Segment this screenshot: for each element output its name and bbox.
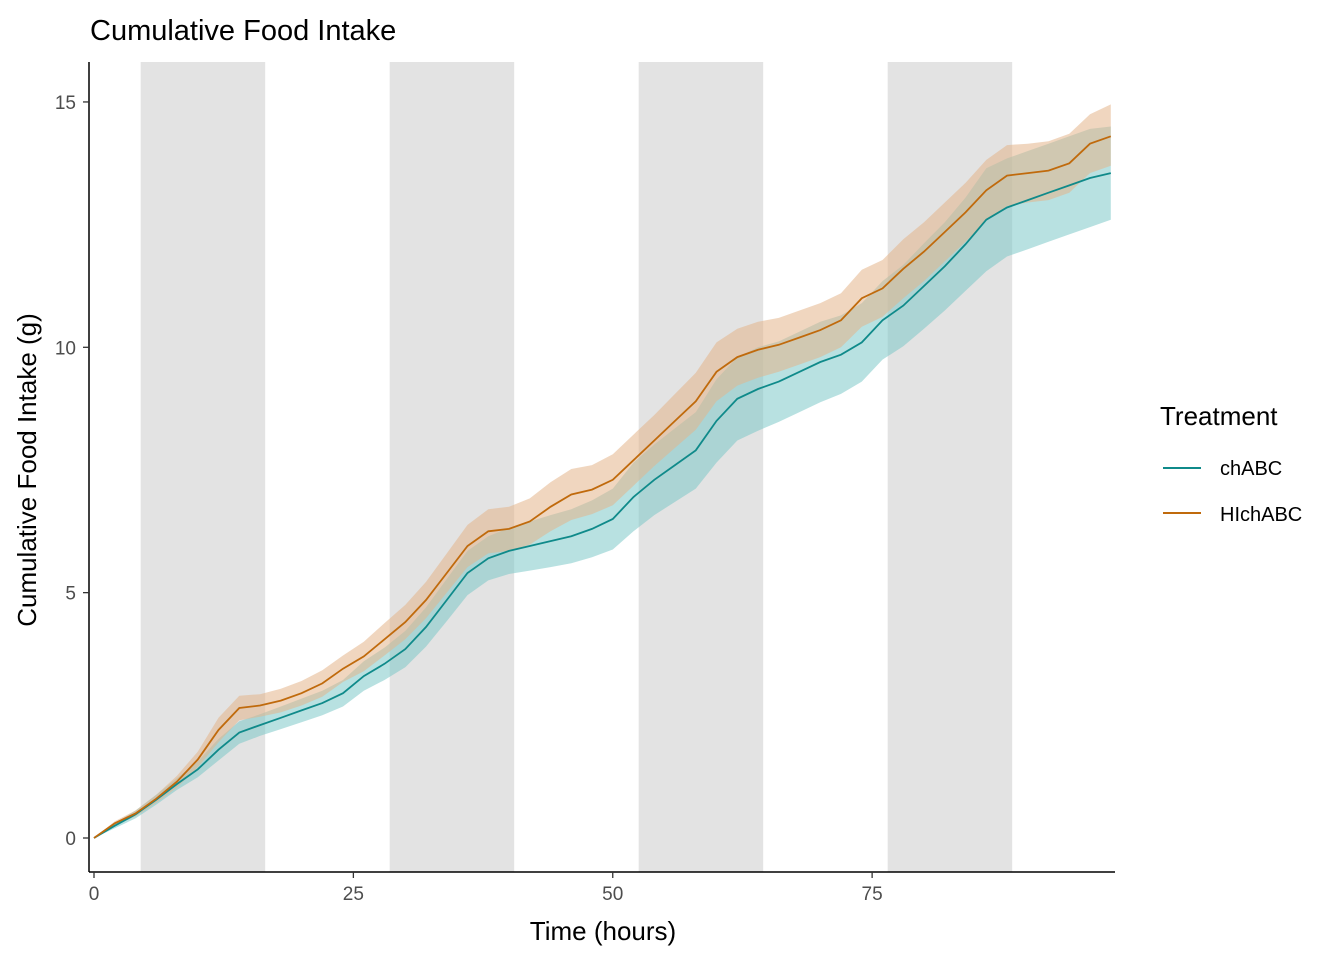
line-hichabc (93, 135, 1112, 839)
legend-label-hichabc: HIchABC (1220, 504, 1302, 526)
y-tick-label: 10 (55, 338, 76, 359)
legend-label-chabc: chABC (1220, 458, 1282, 480)
legend-title: Treatment (1160, 401, 1278, 431)
confidence-ribbons (94, 104, 1111, 838)
x-tick-label: 50 (602, 884, 623, 905)
y-axis-ticks: 0 5 10 15 (55, 93, 89, 850)
x-axis-title: Time (hours) (530, 916, 676, 946)
y-tick-label: 5 (65, 584, 76, 605)
legend: Treatment chABC HIchABC (1160, 401, 1302, 526)
dark-period-shading (140, 62, 1013, 872)
line-chabc (93, 172, 1112, 839)
x-tick-label: 0 (89, 884, 100, 905)
y-axis-title: Cumulative Food Intake (g) (12, 313, 42, 627)
y-tick-label: 15 (55, 93, 76, 114)
x-tick-label: 75 (862, 884, 883, 905)
y-tick-label: 0 (65, 829, 76, 850)
dark-period-2 (389, 62, 515, 872)
ribbon-hichabc (94, 104, 1111, 838)
series-lines (93, 135, 1112, 839)
x-tick-label: 25 (343, 884, 364, 905)
x-axis-ticks: 0 25 50 75 (89, 872, 883, 905)
chart-title: Cumulative Food Intake (90, 15, 396, 47)
